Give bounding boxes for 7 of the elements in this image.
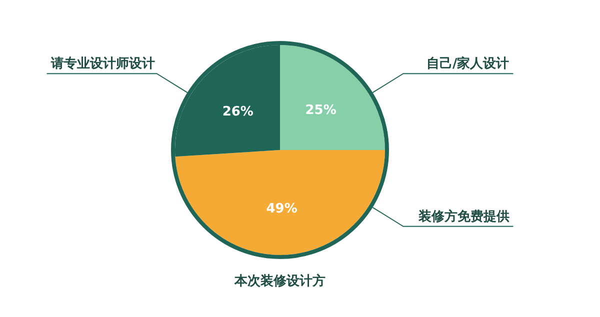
slice-label: 装修方免费提供 [417, 208, 510, 224]
data-label: 25% [305, 103, 336, 118]
slice-label: 自己/家人设计 [426, 56, 510, 72]
data-label: 49% [266, 202, 298, 217]
text: 本次装修设计方 [234, 273, 326, 289]
slice-label: 请专业设计师设计 [50, 56, 155, 72]
data-label: 26% [222, 104, 254, 120]
